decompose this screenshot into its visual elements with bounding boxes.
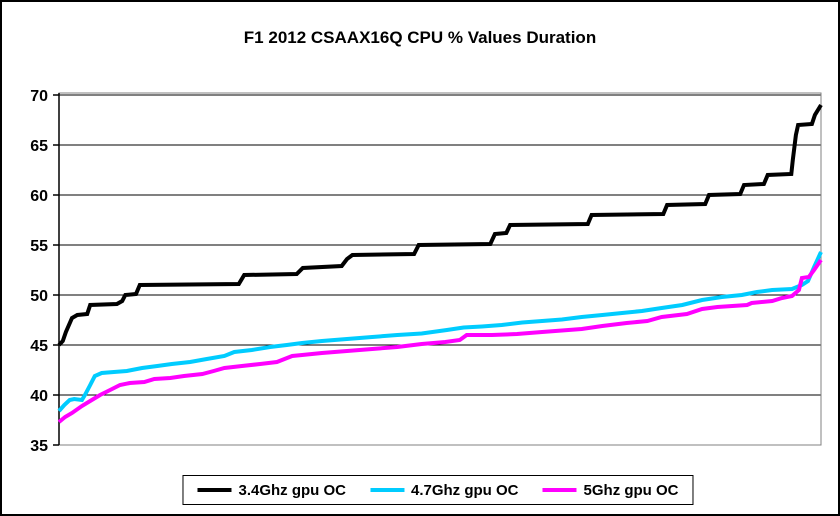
series-line-5ghz-gpu-oc	[57, 258, 823, 424]
legend-line-swatch-cyan	[370, 488, 404, 492]
y-tick-label: 65	[30, 138, 48, 155]
legend-entry-5ghz: 5Ghz gpu OC	[542, 481, 679, 499]
y-tick-label: 60	[30, 188, 48, 205]
y-tick-label: 55	[30, 238, 48, 255]
legend-line-swatch-magenta	[542, 488, 577, 492]
legend-label: 3.4Ghz gpu OC	[238, 481, 346, 499]
legend: 3.4Ghz gpu OC 4.7Ghz gpu OC 5Ghz gpu OC	[182, 475, 694, 505]
y-tick-label: 40	[30, 388, 48, 405]
legend-entry-3-4ghz: 3.4Ghz gpu OC	[197, 482, 346, 499]
y-tick-label: 35	[30, 438, 48, 455]
chart-title: F1 2012 CSAAX16Q CPU % Values Duration	[243, 28, 597, 47]
legend-label: 5Ghz gpu OC	[583, 481, 679, 499]
legend-line-swatch-black	[197, 488, 232, 492]
series-line-4.7ghz-gpu-oc	[57, 251, 823, 413]
legend-label: 4.7Ghz gpu OC	[411, 481, 519, 499]
y-tick-label: 50	[30, 288, 48, 305]
y-tick-label: 45	[30, 338, 48, 355]
legend-entry-4-7ghz: 4.7Ghz gpu OC	[370, 482, 519, 499]
plot-border	[58, 92, 822, 446]
y-tick-label: 70	[30, 88, 48, 105]
series-line-3.4ghz-gpu-oc	[57, 103, 823, 347]
